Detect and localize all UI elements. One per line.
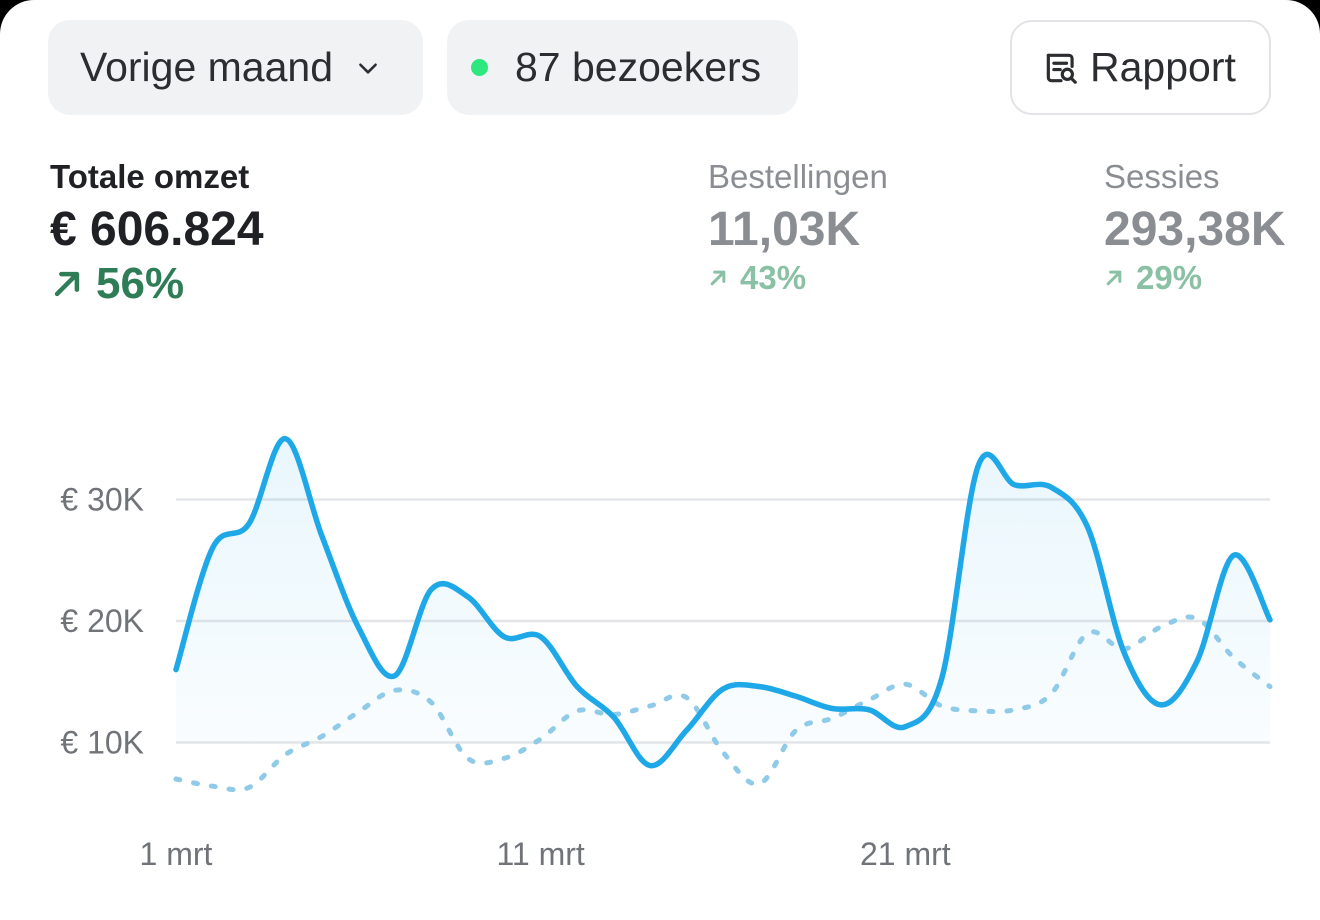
metric-delta-value: 29%: [1136, 259, 1203, 296]
x-tick-label: 11 mrt: [497, 836, 585, 872]
metric-value: 293,38K: [1104, 203, 1286, 256]
metric-value: 11,03K: [708, 203, 861, 256]
arrow-up-right-icon: [710, 270, 726, 286]
y-tick-label: € 20K: [60, 603, 144, 639]
live-visitors-badge[interactable]: 87 bezoekers: [447, 20, 798, 115]
visitors-label: 87 bezoekers: [515, 44, 762, 90]
x-tick-label: 21 mrt: [860, 836, 951, 872]
y-axis: € 10K € 20K € 30K: [60, 482, 144, 761]
metric-sessions[interactable]: Sessies 293,38K 29%: [1104, 158, 1285, 297]
metric-label: Totale omzet: [50, 158, 250, 195]
x-tick-label: 1 mrt: [140, 836, 213, 872]
arrow-up-right-icon: [54, 271, 80, 297]
period-label: Vorige maand: [80, 44, 334, 90]
metric-delta: 43%: [708, 259, 888, 297]
report-button[interactable]: Rapport: [1010, 20, 1271, 115]
arrow-up-right-icon: [1106, 270, 1122, 286]
metric-value: € 606.824: [50, 203, 264, 256]
metric-delta: 29%: [1104, 259, 1285, 297]
period-dropdown[interactable]: Vorige maand: [48, 20, 423, 115]
metric-delta: 56%: [50, 259, 264, 309]
y-tick-label: € 30K: [60, 482, 144, 518]
metric-orders[interactable]: Bestellingen 11,03K 43%: [708, 158, 888, 297]
current-series-area: [176, 438, 1270, 766]
metric-label: Sessies: [1104, 158, 1220, 195]
report-search-icon: [1046, 53, 1077, 84]
chevron-down-icon: [359, 62, 377, 74]
metric-delta-value: 56%: [96, 259, 185, 308]
x-axis: 1 mrt 11 mrt 21 mrt: [140, 836, 951, 872]
y-tick-label: € 10K: [60, 725, 144, 761]
metric-delta-value: 43%: [740, 259, 807, 296]
metric-total-revenue[interactable]: Totale omzet € 606.824 56%: [50, 158, 264, 309]
live-dot-icon: [471, 59, 488, 76]
metric-label: Bestellingen: [708, 158, 888, 195]
current-series-line: [173, 435, 1273, 769]
report-label: Rapport: [1090, 44, 1236, 90]
